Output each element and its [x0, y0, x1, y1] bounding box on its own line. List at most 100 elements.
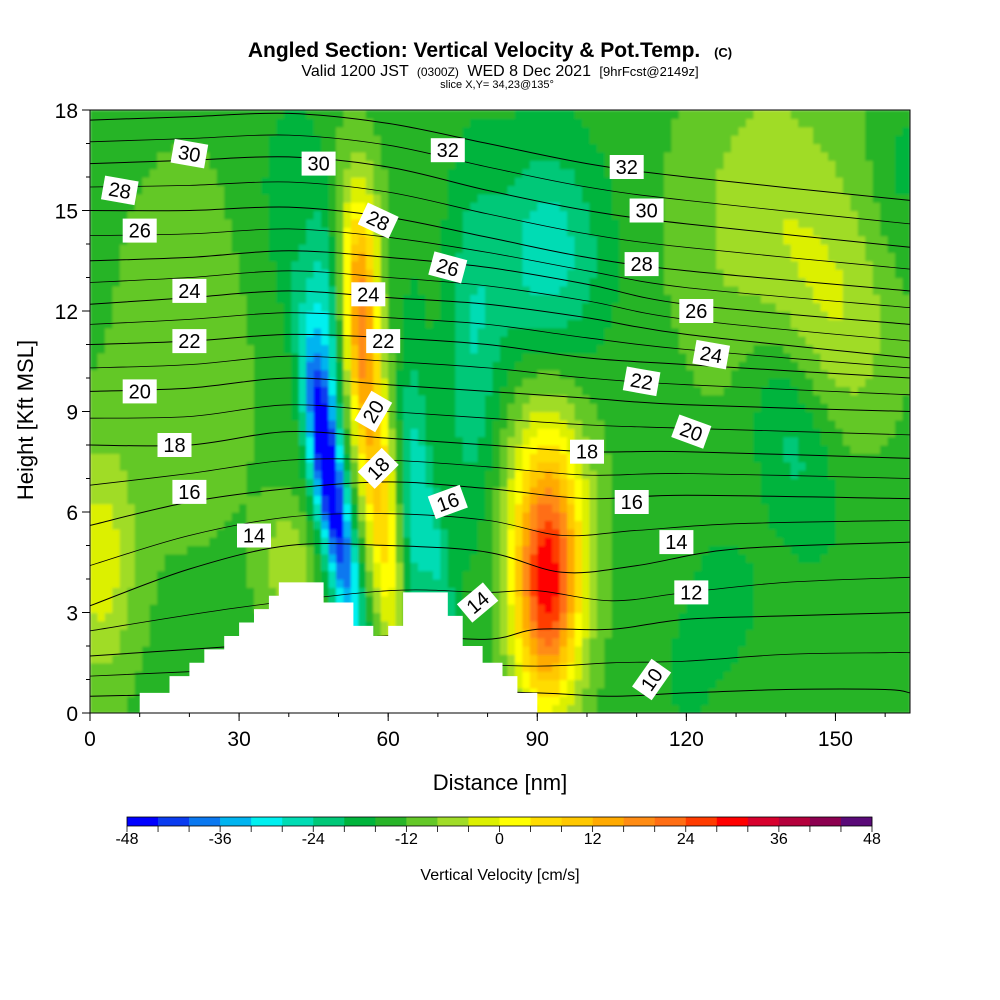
velocity-cell — [485, 411, 494, 421]
velocity-cell — [529, 545, 538, 555]
velocity-cell — [514, 185, 523, 195]
velocity-cell — [492, 419, 501, 429]
velocity-cell — [589, 671, 598, 681]
velocity-cell — [313, 470, 322, 480]
velocity-cell — [440, 587, 449, 597]
velocity-cell — [172, 579, 181, 588]
velocity-cell — [306, 218, 315, 228]
velocity-cell — [164, 336, 173, 346]
velocity-cell — [395, 369, 404, 379]
velocity-cell — [328, 210, 337, 220]
velocity-cell — [149, 520, 158, 530]
velocity-cell — [358, 553, 367, 563]
velocity-cell — [224, 486, 233, 496]
velocity-cell — [425, 386, 434, 396]
velocity-cell — [90, 126, 99, 136]
velocity-cell — [395, 277, 404, 287]
velocity-cell — [194, 579, 203, 588]
velocity-cell — [90, 252, 99, 262]
velocity-cell — [179, 537, 188, 547]
velocity-cell — [529, 210, 538, 220]
velocity-cell — [216, 269, 225, 279]
velocity-cell — [522, 503, 531, 513]
velocity-cell — [186, 311, 195, 320]
velocity-cell — [224, 520, 233, 530]
velocity-cell — [447, 394, 456, 404]
velocity-cell — [537, 177, 546, 186]
velocity-cell — [119, 302, 128, 312]
velocity-cell — [395, 537, 404, 547]
velocity-cell — [350, 151, 359, 161]
velocity-cell — [298, 143, 307, 153]
velocity-cell — [582, 671, 591, 681]
velocity-cell — [537, 629, 546, 639]
velocity-cell — [500, 453, 509, 463]
velocity-cell — [582, 528, 591, 538]
velocity-cell — [231, 160, 240, 170]
velocity-cell — [97, 679, 106, 689]
velocity-cell — [529, 662, 538, 672]
velocity-cell — [596, 110, 605, 119]
velocity-cell — [418, 394, 427, 404]
velocity-cell — [522, 646, 531, 655]
velocity-cell — [514, 252, 523, 262]
velocity-cell — [239, 294, 248, 304]
velocity-cell — [90, 470, 99, 480]
velocity-cell — [432, 453, 441, 463]
velocity-cell — [194, 319, 203, 329]
velocity-cell — [477, 562, 486, 572]
velocity-cell — [559, 654, 568, 664]
velocity-cell — [261, 419, 270, 429]
velocity-cell — [201, 461, 210, 471]
velocity-cell — [425, 419, 434, 429]
velocity-cell — [201, 403, 210, 413]
velocity-cell — [485, 202, 494, 212]
velocity-cell — [410, 118, 419, 128]
velocity-cell — [403, 352, 412, 362]
velocity-cell — [425, 587, 434, 597]
velocity-cell — [127, 453, 136, 463]
velocity-cell — [373, 553, 382, 563]
velocity-cell — [582, 135, 591, 145]
velocity-cell — [239, 160, 248, 170]
velocity-cell — [388, 378, 397, 387]
velocity-cell — [276, 294, 285, 304]
velocity-cell — [388, 394, 397, 404]
velocity-cell — [559, 595, 568, 605]
velocity-cell — [388, 361, 397, 371]
velocity-cell — [514, 160, 523, 170]
velocity-cell — [306, 177, 315, 186]
velocity-cell — [589, 227, 598, 237]
velocity-cell — [365, 235, 374, 245]
velocity-cell — [157, 579, 166, 588]
velocity-cell — [164, 369, 173, 379]
velocity-cell — [403, 277, 412, 287]
velocity-cell — [149, 453, 158, 463]
velocity-cell — [529, 520, 538, 530]
velocity-cell — [380, 428, 389, 438]
velocity-cell — [522, 671, 531, 681]
velocity-cell — [544, 177, 553, 186]
velocity-cell — [97, 486, 106, 496]
velocity-cell — [201, 553, 210, 563]
velocity-cell — [119, 562, 128, 572]
velocity-cell — [544, 394, 553, 404]
velocity-cell — [328, 244, 337, 253]
velocity-cell — [119, 696, 128, 706]
velocity-cell — [380, 620, 389, 630]
velocity-cell — [537, 344, 546, 354]
velocity-cell — [343, 595, 352, 605]
velocity-cell — [425, 537, 434, 547]
velocity-cell — [209, 118, 218, 128]
velocity-cell — [119, 411, 128, 421]
velocity-cell — [492, 235, 501, 245]
velocity-cell — [283, 386, 292, 396]
velocity-cell — [559, 545, 568, 555]
velocity-cell — [485, 403, 494, 413]
velocity-cell — [239, 553, 248, 563]
velocity-cell — [298, 369, 307, 379]
velocity-cell — [90, 193, 99, 203]
velocity-cell — [112, 646, 121, 655]
velocity-cell — [350, 528, 359, 538]
velocity-cell — [403, 587, 412, 597]
